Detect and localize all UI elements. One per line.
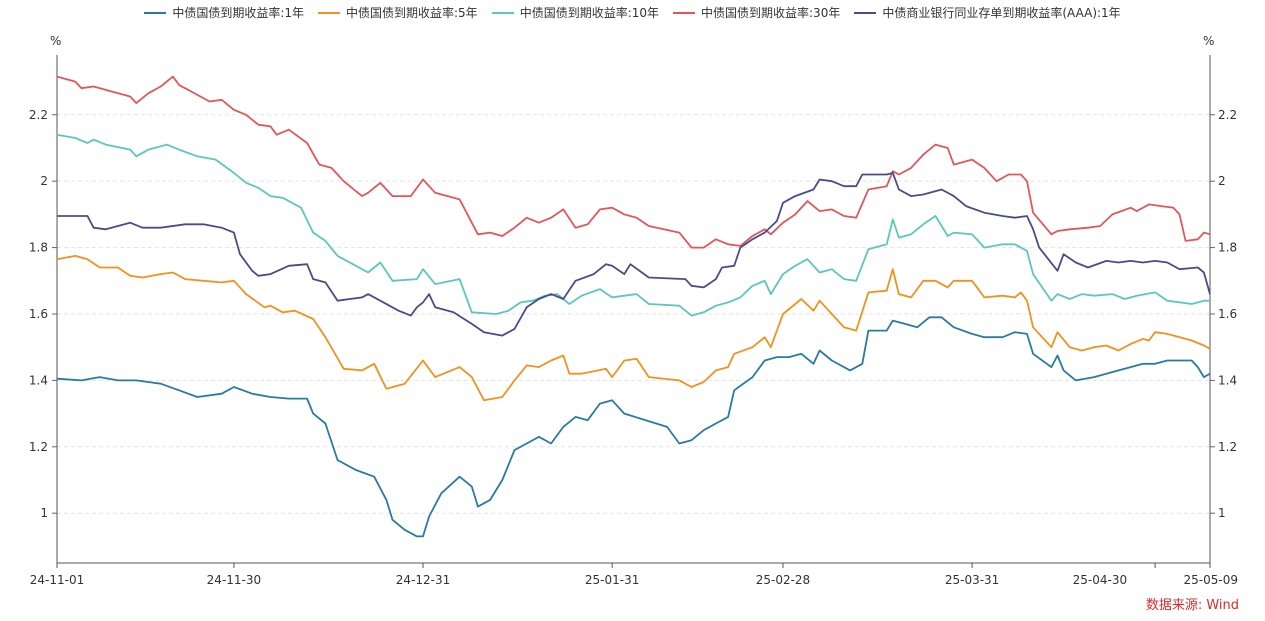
legend-item[interactable]: 中债国债到期收益率:30年 bbox=[673, 4, 840, 21]
x-tick-label: 25-05-09 bbox=[1184, 573, 1238, 587]
x-tick-label: 24-12-31 bbox=[396, 573, 450, 587]
legend-item[interactable]: 中债商业银行同业存单到期收益率(AAA):1年 bbox=[854, 4, 1121, 21]
series-line-1 bbox=[56, 254, 1211, 402]
y-tick-label-right: 2.2 bbox=[1218, 108, 1237, 122]
y-axis-unit-right: % bbox=[1203, 34, 1215, 48]
y-tick-label-left: 1.2 bbox=[29, 440, 48, 454]
legend-label: 中债国债到期收益率:10年 bbox=[519, 6, 660, 20]
y-tick-label-right: 2 bbox=[1218, 174, 1226, 188]
series-line-2 bbox=[56, 133, 1210, 317]
series-line-4 bbox=[57, 171, 1211, 337]
x-tick-label: 24-11-30 bbox=[207, 573, 261, 587]
legend-item[interactable]: 中债国债到期收益率:1年 bbox=[144, 4, 304, 21]
series-line-3 bbox=[56, 75, 1211, 249]
y-tick-label-left: 1.4 bbox=[29, 373, 48, 387]
x-tick-label: 25-03-31 bbox=[945, 573, 999, 587]
legend-label: 中债国债到期收益率:5年 bbox=[346, 6, 478, 20]
legend-label: 中债国债到期收益率:1年 bbox=[172, 6, 304, 20]
y-tick-label-left: 1.6 bbox=[29, 307, 48, 321]
legend-item[interactable]: 中债国债到期收益率:10年 bbox=[491, 4, 660, 21]
y-tick-label-right: 1 bbox=[1218, 506, 1226, 520]
legend-swatch bbox=[491, 11, 514, 14]
x-tick-label: 25-01-31 bbox=[585, 573, 639, 587]
legend-label: 中债商业银行同业存单到期收益率(AAA):1年 bbox=[882, 6, 1121, 20]
y-tick-label-left: 1 bbox=[40, 506, 48, 520]
y-tick-label-left: 1.8 bbox=[29, 241, 48, 255]
y-tick-label-right: 1.8 bbox=[1218, 241, 1237, 255]
series-line-0 bbox=[56, 316, 1211, 538]
legend-swatch bbox=[318, 11, 340, 14]
x-tick-label: 24-11-01 bbox=[30, 573, 84, 587]
legend-swatch bbox=[144, 11, 167, 14]
legend-item[interactable]: 中债国债到期收益率:5年 bbox=[318, 4, 478, 21]
x-tick-label: 25-02-28 bbox=[756, 573, 810, 587]
data-source-note: 数据来源: Wind bbox=[1145, 598, 1239, 613]
y-tick-label-right: 1.6 bbox=[1218, 307, 1237, 321]
chart-legend: 中债国债到期收益率:1年 中债国债到期收益率:5年 中债国债到期收益率:10年 中债国… bbox=[0, 4, 1265, 21]
y-tick-label-left: 2 bbox=[40, 174, 48, 188]
x-tick-label: 25-04-30 bbox=[1073, 573, 1127, 587]
legend-swatch bbox=[854, 11, 877, 14]
legend-swatch bbox=[673, 11, 696, 14]
y-tick-label-left: 2.2 bbox=[29, 108, 48, 122]
y-tick-label-right: 1.2 bbox=[1218, 440, 1237, 454]
y-tick-label-right: 1.4 bbox=[1218, 373, 1237, 387]
y-axis-unit-left: % bbox=[50, 34, 62, 48]
legend-label: 中债国债到期收益率:30年 bbox=[701, 6, 841, 20]
